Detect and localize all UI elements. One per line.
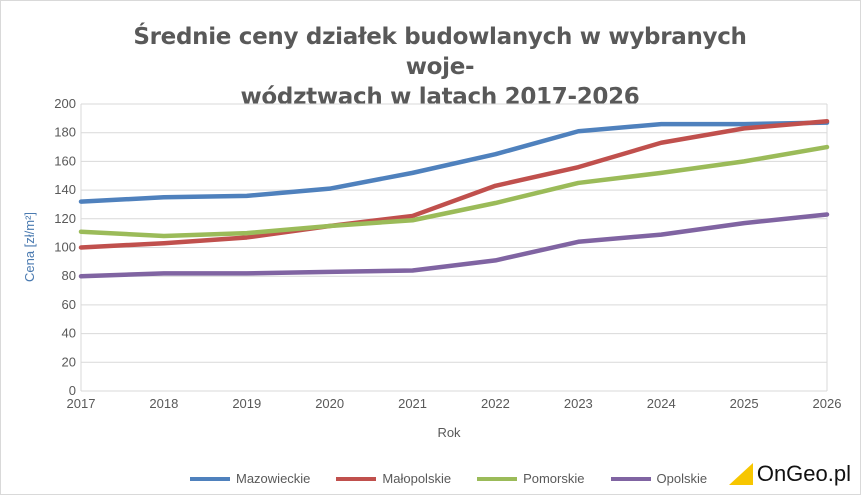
y-tick-label: 80 — [62, 268, 76, 283]
x-tick-label: 2021 — [398, 396, 427, 411]
chart-title: Średnie ceny działek budowlanych w wybra… — [100, 22, 780, 112]
y-tick-label: 200 — [54, 96, 76, 111]
legend-swatch — [336, 476, 377, 481]
title-line-1: Średnie ceny działek budowlanych w wybra… — [133, 24, 747, 80]
x-tick-label: 2024 — [647, 396, 676, 411]
x-tick-label: 2022 — [481, 396, 510, 411]
y-tick-label: 140 — [54, 182, 76, 197]
x-tick-label: 2017 — [67, 396, 96, 411]
x-tick-label: 2026 — [813, 396, 842, 411]
legend-label: Pomorskie — [523, 471, 585, 486]
series-line-pomorskie — [78, 144, 830, 239]
y-axis-label: Cena [zł/m²] — [22, 212, 37, 282]
legend: Mazowieckie Małopolskie Pomorskie Opolskie — [190, 471, 733, 486]
legend-item: Mazowieckie — [190, 471, 310, 486]
x-axis-label: Rok — [437, 425, 461, 440]
legend-item: Małopolskie — [336, 471, 451, 486]
x-tick-label: 2019 — [232, 396, 261, 411]
title-line-2: wództwach w latach 2017-2026 — [240, 84, 640, 110]
legend-swatch — [477, 476, 518, 481]
y-tick-label: 0 — [69, 383, 76, 398]
legend-item: Opolskie — [610, 471, 708, 486]
series-line-opolskie — [78, 212, 830, 279]
legend-swatch — [190, 476, 230, 481]
x-tick-label: 2020 — [315, 396, 344, 411]
x-tick-label: 2023 — [564, 396, 593, 411]
y-tick-label: 40 — [62, 326, 76, 341]
y-tick-label: 160 — [54, 153, 76, 168]
ongeo-logo: OnGeo.pl — [728, 461, 851, 487]
y-tick-label: 100 — [54, 240, 76, 255]
x-tick-label: 2018 — [149, 396, 178, 411]
y-tick-label: 60 — [62, 297, 76, 312]
logo-triangle-icon — [728, 463, 753, 485]
series-line-małopolskie — [78, 118, 830, 250]
legend-swatch — [610, 476, 651, 481]
series-line-mazowieckie — [78, 120, 830, 204]
legend-label: Małopolskie — [382, 471, 452, 486]
legend-label: Opolskie — [656, 471, 708, 486]
logo-text: OnGeo.pl — [756, 461, 851, 486]
legend-item: Pomorskie — [477, 471, 585, 486]
legend-label: Mazowieckie — [236, 471, 311, 486]
x-tick-label: 2025 — [730, 396, 759, 411]
y-tick-label: 20 — [62, 354, 76, 369]
y-tick-label: 180 — [54, 125, 76, 140]
y-tick-label: 120 — [54, 211, 76, 226]
